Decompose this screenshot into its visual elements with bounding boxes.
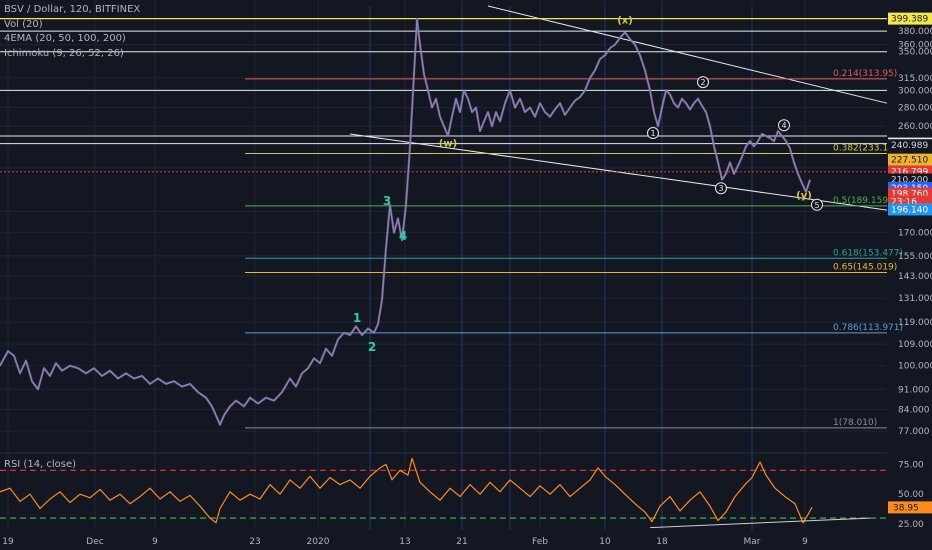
price-tick-label: 170.000 bbox=[898, 229, 932, 239]
fib-level-label: 0.65(145.019) bbox=[833, 263, 897, 273]
time-tick-label: 13 bbox=[399, 537, 410, 547]
price-tag-bg bbox=[888, 139, 932, 152]
fib-level-label: 0.5(189.159) bbox=[833, 196, 892, 206]
price-line-overlay bbox=[0, 18, 811, 426]
ema-indicator-label[interactable]: 4EMA (20, 50, 100, 200) bbox=[4, 33, 126, 44]
trend-lines bbox=[349, 5, 888, 211]
price-tag-label: 196.140 bbox=[891, 205, 928, 215]
fib-level-label: 0.214(313.95) bbox=[833, 69, 897, 79]
rsi-value-tag: 38.95 bbox=[893, 503, 919, 513]
time-tick-label: 19 bbox=[2, 537, 14, 547]
price-tick-label: 350.000 bbox=[898, 48, 932, 58]
time-tick-label: 18 bbox=[656, 537, 668, 547]
elliott-wave-labels: 1 2 3 4 (w) (x) (y) 1 2 3 4 5 bbox=[353, 15, 823, 354]
wave-circle bbox=[715, 182, 727, 195]
wave-label: 4 bbox=[399, 229, 407, 243]
wave-circle bbox=[697, 76, 709, 89]
wave-circle-label: 1 bbox=[650, 129, 655, 138]
main-chart-grid bbox=[0, 0, 887, 530]
price-tick-label: 119.000 bbox=[898, 318, 932, 328]
price-tag-label: 227.510 bbox=[891, 156, 928, 166]
wave-label: (y) bbox=[796, 190, 812, 201]
fib-level-label: 0.786(113.971) bbox=[833, 323, 903, 333]
price-axis[interactable]: 77.000 84.000 91.000 100.000 109.000 119.000 1… bbox=[888, 12, 932, 438]
wave-circle bbox=[647, 127, 659, 140]
wave-label: 2 bbox=[368, 340, 376, 354]
wave-circle-label: 2 bbox=[700, 78, 705, 87]
price-tick-label: 300.000 bbox=[898, 86, 932, 96]
rsi-tick-label: 75.00 bbox=[898, 460, 924, 470]
price-tag-label: 198.760 bbox=[891, 190, 928, 200]
price-tick-label: 91.000 bbox=[898, 385, 930, 395]
time-tick-label: 23 bbox=[249, 537, 260, 547]
price-tag-label: 23:16 bbox=[891, 198, 917, 208]
price-tick-label: 84.000 bbox=[898, 405, 930, 415]
rsi-value-tag-bg bbox=[888, 501, 932, 514]
lower-trend-line[interactable] bbox=[349, 133, 888, 211]
price-tag-bg bbox=[888, 203, 932, 216]
rsi-line[interactable] bbox=[0, 457, 813, 524]
fib-level-label: 0.382(233.137) bbox=[833, 144, 903, 154]
volume-indicator-label[interactable]: Vol (20) bbox=[4, 18, 43, 30]
wave-circle-label: 5 bbox=[814, 201, 819, 210]
price-tag-label: 240.989 bbox=[891, 141, 928, 151]
price-level-lines bbox=[0, 18, 887, 173]
rsi-axis[interactable]: 75.00 50.00 25.00 38.95 bbox=[888, 460, 932, 530]
fib-level-label: 0.618(153.477) bbox=[833, 248, 903, 258]
price-tick-label: 155.000 bbox=[898, 252, 932, 262]
wave-circle bbox=[778, 119, 790, 132]
symbol-title[interactable]: BSV / Dollar, 120, BITFINEX bbox=[4, 4, 141, 15]
time-tick-label: 2020 bbox=[307, 537, 330, 547]
time-axis[interactable]: 19 Dec 9 23 2020 13 21 Feb 10 18 Mar 9 bbox=[2, 537, 808, 547]
price-tick-label: 360.000 bbox=[898, 41, 932, 51]
price-tick-label: 280.000 bbox=[898, 104, 932, 114]
price-tick-label: 260.000 bbox=[898, 122, 932, 132]
wave-label: 1 bbox=[353, 311, 361, 325]
wave-circle-label: 3 bbox=[718, 184, 723, 193]
wave-label: (x) bbox=[617, 15, 633, 26]
rsi-pane bbox=[0, 457, 887, 529]
price-tag-bg bbox=[888, 12, 932, 25]
upper-trend-line[interactable] bbox=[487, 5, 888, 104]
price-tag-label: 399.389 bbox=[891, 15, 928, 25]
chart-legend: BSV / Dollar, 120, BITFINEX Vol (20) 4EM… bbox=[4, 3, 140, 61]
price-tag-label: 210.200 bbox=[891, 175, 928, 185]
fib-level-label: 1(78.010) bbox=[833, 418, 877, 428]
rsi-tick-label: 50.00 bbox=[898, 490, 924, 500]
wave-circle bbox=[811, 198, 823, 211]
rsi-tick-label: 25.00 bbox=[898, 520, 924, 530]
time-tick-label: 9 bbox=[152, 537, 158, 547]
price-tick-label: 143.000 bbox=[898, 272, 932, 282]
time-tick-label: Feb bbox=[532, 537, 548, 547]
wave-label: 3 bbox=[383, 194, 391, 208]
price-tick-label: 380.000 bbox=[898, 27, 932, 37]
price-tick-label: 315.000 bbox=[898, 74, 932, 84]
fibonacci-levels: 0.214(313.95) 0.382(233.137) 0.5(189.159) 0… bbox=[245, 69, 903, 429]
wave-label: (w) bbox=[439, 138, 457, 149]
time-tick-label: Dec bbox=[86, 537, 103, 547]
wave-circle-label: 4 bbox=[781, 121, 786, 130]
ichimoku-indicator-label[interactable]: Ichimoku (9, 26, 52, 26) bbox=[4, 47, 124, 59]
price-tag-bg bbox=[888, 153, 932, 166]
price-tick-label: 131.000 bbox=[898, 294, 932, 304]
price-series bbox=[0, 17, 812, 426]
price-tick-label: 77.000 bbox=[898, 427, 930, 437]
time-tick-label: Mar bbox=[744, 537, 761, 547]
price-tick-label: 109.000 bbox=[898, 340, 932, 350]
time-tick-label: 10 bbox=[599, 537, 611, 547]
time-tick-label: 21 bbox=[456, 537, 467, 547]
price-tag-label: 216.799 bbox=[891, 168, 928, 178]
time-tick-label: 9 bbox=[802, 537, 808, 547]
rsi-trend-line[interactable] bbox=[649, 517, 871, 529]
rsi-indicator-label[interactable]: RSI (14, close) bbox=[4, 459, 77, 470]
price-tick-label: 100.000 bbox=[898, 362, 932, 372]
